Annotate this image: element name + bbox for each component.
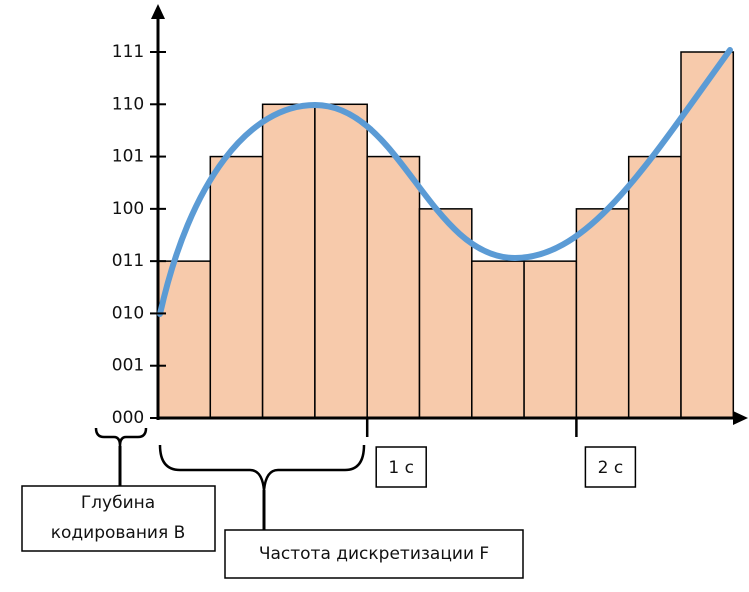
annotation: кодирования B — [51, 523, 186, 543]
bar — [418, 208, 473, 419]
rate-brace — [158, 444, 366, 491]
y-arrow — [151, 4, 165, 19]
bar — [261, 103, 316, 419]
bar — [209, 155, 264, 419]
bar — [575, 208, 630, 419]
annotation-box — [21, 485, 216, 552]
depth-brace — [94, 427, 148, 447]
y-tick-label: 100 — [112, 199, 144, 219]
y-tick-label: 001 — [112, 356, 144, 376]
x-tick-label: 2 с — [598, 458, 624, 478]
x-marker-box — [584, 446, 637, 488]
annotation: Глубина — [81, 493, 155, 513]
bars — [157, 51, 735, 419]
bar — [523, 260, 578, 419]
x-tick-label: 1 с — [388, 458, 414, 478]
bar — [680, 51, 735, 419]
y-tick-label: 000 — [112, 408, 144, 428]
bar — [314, 103, 368, 419]
y-tick-label: 111 — [112, 42, 144, 62]
annotation: Частота дискретизации F — [259, 544, 489, 564]
y-tick-label: 010 — [112, 303, 144, 323]
signal-curve — [157, 47, 733, 317]
y-tick-label: 101 — [112, 147, 144, 167]
y-tick-label: 011 — [112, 251, 144, 271]
y-tick-label: 110 — [112, 94, 144, 114]
bar — [627, 155, 682, 419]
bar — [366, 155, 421, 419]
annotation-box — [224, 529, 524, 579]
x-marker-box — [375, 446, 427, 488]
bar — [471, 260, 525, 419]
x-arrow — [733, 411, 748, 425]
